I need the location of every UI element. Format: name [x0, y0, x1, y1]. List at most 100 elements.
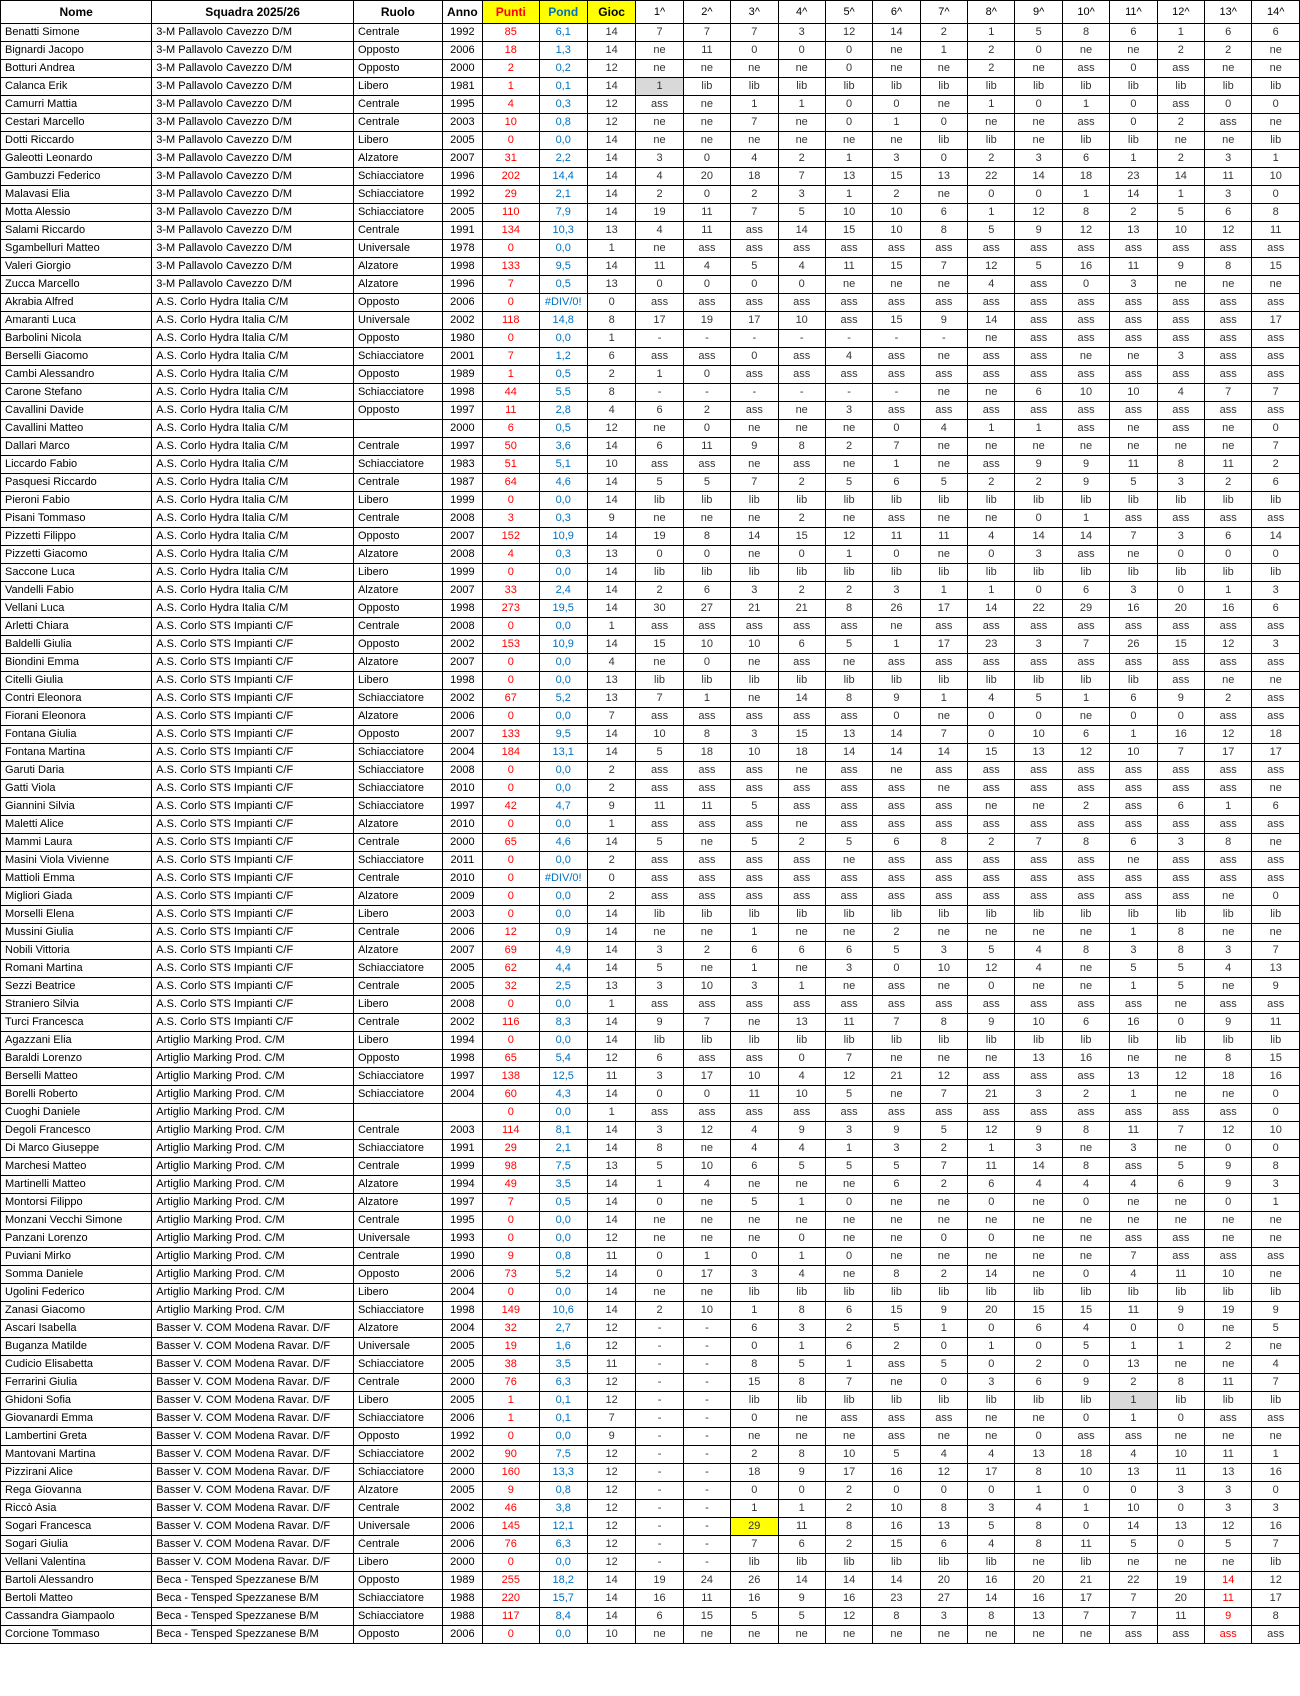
- cell-anno[interactable]: 2002: [441, 635, 484, 654]
- cell-giornata-14[interactable]: ass: [1251, 869, 1300, 888]
- cell-giornata-7[interactable]: ne: [919, 1049, 969, 1068]
- cell-squadra[interactable]: 3-M Pallavolo Cavezzo D/M: [151, 185, 354, 204]
- cell-gioc[interactable]: 12: [586, 1391, 637, 1410]
- cell-giornata-10[interactable]: ass: [1061, 1103, 1111, 1122]
- cell-giornata-5[interactable]: ne: [824, 1427, 874, 1446]
- cell-giornata-9[interactable]: 0: [1014, 41, 1063, 60]
- cell-giornata-11[interactable]: lib: [1109, 1283, 1158, 1302]
- cell-squadra[interactable]: Beca - Tensped Spezzanese B/M: [151, 1589, 354, 1608]
- cell-punti[interactable]: 0: [482, 887, 540, 906]
- cell-giornata-5[interactable]: 12: [824, 23, 874, 42]
- cell-ruolo[interactable]: Alzatore: [352, 1193, 443, 1212]
- cell-pond[interactable]: 0,0: [538, 815, 588, 834]
- cell-giornata-9[interactable]: ass: [1014, 293, 1063, 312]
- cell-giornata-6[interactable]: ass: [872, 365, 921, 384]
- cell-gioc[interactable]: 12: [586, 1445, 637, 1464]
- cell-giornata-9[interactable]: 3: [1014, 635, 1063, 654]
- cell-giornata-6[interactable]: 0: [872, 1481, 921, 1500]
- cell-anno[interactable]: 2004: [441, 1319, 484, 1338]
- cell-giornata-11[interactable]: 23: [1109, 167, 1158, 186]
- cell-giornata-4[interactable]: lib: [777, 77, 826, 96]
- cell-gioc[interactable]: 13: [586, 689, 637, 708]
- cell-nome[interactable]: Vandelli Fabio: [0, 581, 153, 600]
- cell-nome[interactable]: Barbolini Nicola: [0, 329, 153, 348]
- cell-giornata-4[interactable]: 18: [777, 743, 826, 762]
- cell-giornata-6[interactable]: lib: [872, 563, 921, 582]
- cell-giornata-1[interactable]: 6: [635, 437, 684, 456]
- cell-giornata-13[interactable]: ass: [1204, 617, 1253, 636]
- cell-punti[interactable]: 0: [482, 1283, 540, 1302]
- cell-nome[interactable]: Sogari Giulia: [0, 1535, 153, 1554]
- cell-giornata-1[interactable]: -: [635, 1355, 684, 1374]
- cell-gioc[interactable]: 12: [586, 1319, 637, 1338]
- cell-pond[interactable]: 7,9: [538, 203, 588, 222]
- cell-giornata-5[interactable]: ass: [824, 1103, 874, 1122]
- cell-giornata-8[interactable]: ass: [967, 995, 1016, 1014]
- cell-giornata-3[interactable]: 10: [730, 1067, 779, 1086]
- cell-giornata-12[interactable]: ass: [1156, 239, 1206, 258]
- cell-giornata-12[interactable]: ass: [1156, 671, 1206, 690]
- cell-giornata-6[interactable]: lib: [872, 1283, 921, 1302]
- cell-giornata-3[interactable]: lib: [730, 77, 779, 96]
- cell-anno[interactable]: 2005: [441, 959, 484, 978]
- cell-nome[interactable]: Cestari Marcello: [0, 113, 153, 132]
- cell-anno[interactable]: 2006: [441, 923, 484, 942]
- cell-giornata-7[interactable]: ass: [919, 815, 969, 834]
- cell-anno[interactable]: 2005: [441, 1355, 484, 1374]
- cell-nome[interactable]: Mantovani Martina: [0, 1445, 153, 1464]
- cell-giornata-10[interactable]: ass: [1061, 761, 1111, 780]
- cell-anno[interactable]: 2005: [441, 1391, 484, 1410]
- cell-giornata-11[interactable]: ass: [1109, 815, 1158, 834]
- cell-giornata-14[interactable]: ass: [1251, 239, 1300, 258]
- cell-giornata-2[interactable]: 11: [682, 203, 732, 222]
- cell-giornata-4[interactable]: 14: [777, 1571, 826, 1590]
- cell-gioc[interactable]: 10: [586, 1625, 637, 1644]
- cell-giornata-7[interactable]: lib: [919, 1391, 969, 1410]
- cell-giornata-12[interactable]: lib: [1156, 491, 1206, 510]
- cell-giornata-3[interactable]: 7: [730, 113, 779, 132]
- cell-punti[interactable]: 255: [482, 1571, 540, 1590]
- cell-ruolo[interactable]: Opposto: [352, 527, 443, 546]
- cell-giornata-13[interactable]: ass: [1204, 311, 1253, 330]
- cell-ruolo[interactable]: Libero: [352, 77, 443, 96]
- cell-giornata-11[interactable]: 14: [1109, 185, 1158, 204]
- cell-pond[interactable]: 0,0: [538, 1283, 588, 1302]
- cell-ruolo[interactable]: Centrale: [352, 617, 443, 636]
- cell-giornata-11[interactable]: 7: [1109, 1247, 1158, 1266]
- cell-giornata-3[interactable]: -: [730, 383, 779, 402]
- cell-giornata-3[interactable]: 1: [730, 1301, 779, 1320]
- cell-pond[interactable]: 0,1: [538, 77, 588, 96]
- cell-giornata-10[interactable]: ne: [1061, 1139, 1111, 1158]
- cell-giornata-9[interactable]: ass: [1014, 311, 1063, 330]
- cell-giornata-13[interactable]: 2: [1204, 473, 1253, 492]
- cell-giornata-10[interactable]: lib: [1061, 77, 1111, 96]
- cell-ruolo[interactable]: Opposto: [352, 41, 443, 60]
- cell-anno[interactable]: 2005: [441, 1337, 484, 1356]
- cell-giornata-7[interactable]: ne: [919, 923, 969, 942]
- cell-giornata-5[interactable]: 12: [824, 1607, 874, 1626]
- cell-giornata-11[interactable]: ass: [1109, 311, 1158, 330]
- cell-giornata-4[interactable]: 4: [777, 1139, 826, 1158]
- cell-pond[interactable]: 0,0: [538, 887, 588, 906]
- cell-giornata-1[interactable]: ass: [635, 815, 684, 834]
- cell-giornata-1[interactable]: ass: [635, 887, 684, 906]
- cell-giornata-14[interactable]: 10: [1251, 167, 1300, 186]
- cell-giornata-1[interactable]: 3: [635, 1067, 684, 1086]
- cell-giornata-1[interactable]: 11: [635, 797, 684, 816]
- cell-giornata-11[interactable]: lib: [1109, 563, 1158, 582]
- cell-giornata-2[interactable]: ass: [682, 1103, 732, 1122]
- cell-anno[interactable]: 1992: [441, 185, 484, 204]
- cell-nome[interactable]: Sezzi Beatrice: [0, 977, 153, 996]
- cell-giornata-13[interactable]: ass: [1204, 653, 1253, 672]
- cell-squadra[interactable]: A.S. Corlo Hydra Italia C/M: [151, 293, 354, 312]
- cell-giornata-10[interactable]: 14: [1061, 527, 1111, 546]
- cell-giornata-4[interactable]: 14: [777, 689, 826, 708]
- cell-giornata-2[interactable]: ne: [682, 113, 732, 132]
- cell-squadra[interactable]: A.S. Corlo STS Impianti C/F: [151, 707, 354, 726]
- cell-gioc[interactable]: 14: [586, 923, 637, 942]
- cell-giornata-1[interactable]: lib: [635, 1031, 684, 1050]
- column-header-giornata-10[interactable]: 10^: [1061, 0, 1111, 24]
- cell-nome[interactable]: Agazzani Elia: [0, 1031, 153, 1050]
- column-header-giornata-2[interactable]: 2^: [682, 0, 732, 24]
- cell-giornata-5[interactable]: ass: [824, 815, 874, 834]
